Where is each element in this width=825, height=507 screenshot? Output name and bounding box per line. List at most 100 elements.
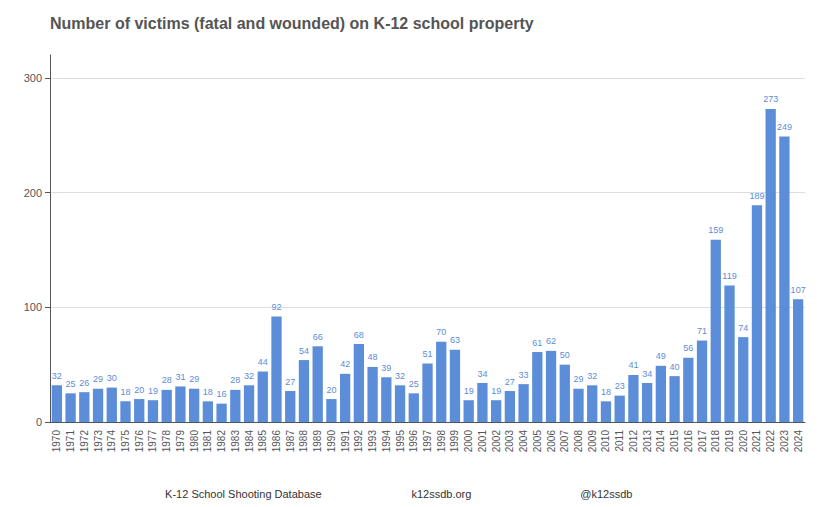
svg-text:61: 61 [532, 338, 542, 348]
svg-text:159: 159 [708, 225, 723, 235]
svg-text:2006: 2006 [546, 430, 557, 453]
svg-text:K-12 School Shooting Database: K-12 School Shooting Database [165, 488, 322, 500]
svg-text:19: 19 [148, 386, 158, 396]
svg-text:49: 49 [656, 351, 666, 361]
svg-text:2013: 2013 [642, 430, 653, 453]
svg-text:42: 42 [340, 359, 350, 369]
svg-text:34: 34 [642, 369, 652, 379]
svg-text:2010: 2010 [600, 430, 611, 453]
svg-text:1990: 1990 [326, 430, 337, 453]
svg-text:2016: 2016 [683, 430, 694, 453]
svg-text:2002: 2002 [491, 430, 502, 453]
svg-text:1993: 1993 [367, 430, 378, 453]
svg-text:249: 249 [777, 122, 792, 132]
svg-text:50: 50 [560, 350, 570, 360]
svg-text:2001: 2001 [477, 430, 488, 453]
svg-text:2018: 2018 [710, 430, 721, 453]
svg-text:2008: 2008 [573, 430, 584, 453]
svg-text:k12ssdb.org: k12ssdb.org [411, 488, 471, 500]
svg-text:1982: 1982 [216, 430, 227, 453]
svg-text:62: 62 [546, 336, 556, 346]
svg-text:18: 18 [601, 387, 611, 397]
svg-text:2003: 2003 [504, 430, 515, 453]
svg-text:40: 40 [670, 362, 680, 372]
svg-text:@k12ssdb: @k12ssdb [580, 488, 632, 500]
svg-text:19: 19 [464, 386, 474, 396]
svg-text:26: 26 [79, 378, 89, 388]
svg-text:74: 74 [738, 323, 748, 333]
svg-text:41: 41 [628, 360, 638, 370]
svg-text:2023: 2023 [779, 430, 790, 453]
svg-text:1994: 1994 [381, 430, 392, 453]
svg-text:1981: 1981 [202, 430, 213, 453]
svg-text:68: 68 [354, 330, 364, 340]
svg-text:1989: 1989 [312, 430, 323, 453]
svg-text:16: 16 [217, 389, 227, 399]
svg-text:119: 119 [722, 271, 736, 281]
svg-text:34: 34 [477, 369, 487, 379]
svg-text:273: 273 [763, 94, 778, 104]
svg-text:66: 66 [313, 332, 323, 342]
svg-text:2024: 2024 [793, 430, 804, 453]
svg-text:18: 18 [120, 387, 130, 397]
svg-text:1985: 1985 [257, 430, 268, 453]
svg-text:1991: 1991 [340, 430, 351, 453]
svg-text:1999: 1999 [449, 430, 460, 453]
svg-text:23: 23 [615, 381, 625, 391]
svg-text:71: 71 [697, 326, 707, 336]
svg-text:30: 30 [107, 373, 117, 383]
svg-text:1974: 1974 [106, 430, 117, 453]
svg-text:1975: 1975 [120, 430, 131, 453]
svg-text:1988: 1988 [298, 430, 309, 453]
svg-text:32: 32 [52, 371, 62, 381]
svg-text:2017: 2017 [697, 430, 708, 453]
svg-text:100: 100 [24, 301, 42, 313]
svg-text:1971: 1971 [65, 430, 76, 453]
svg-text:1997: 1997 [422, 430, 433, 453]
svg-text:51: 51 [422, 349, 432, 359]
svg-text:29: 29 [573, 374, 583, 384]
svg-text:1976: 1976 [134, 430, 145, 453]
svg-text:39: 39 [381, 363, 391, 373]
svg-text:18: 18 [203, 387, 213, 397]
svg-text:2015: 2015 [669, 430, 680, 453]
svg-text:1992: 1992 [353, 430, 364, 453]
svg-text:107: 107 [791, 285, 806, 295]
svg-text:44: 44 [258, 357, 268, 367]
svg-text:31: 31 [175, 372, 185, 382]
svg-text:2000: 2000 [463, 430, 474, 453]
svg-text:92: 92 [271, 302, 281, 312]
svg-text:2021: 2021 [751, 430, 762, 453]
svg-text:1984: 1984 [244, 430, 255, 453]
svg-text:20: 20 [134, 385, 144, 395]
svg-text:32: 32 [395, 371, 405, 381]
svg-text:1972: 1972 [79, 430, 90, 453]
svg-text:300: 300 [24, 72, 42, 84]
svg-text:1986: 1986 [271, 430, 282, 453]
svg-text:1977: 1977 [147, 430, 158, 453]
svg-text:1979: 1979 [175, 430, 186, 453]
svg-text:28: 28 [162, 375, 172, 385]
svg-text:32: 32 [244, 371, 254, 381]
svg-text:32: 32 [587, 371, 597, 381]
svg-text:2005: 2005 [532, 430, 543, 453]
svg-text:1995: 1995 [395, 430, 406, 453]
svg-text:200: 200 [24, 187, 42, 199]
svg-text:2007: 2007 [559, 430, 570, 453]
svg-text:63: 63 [450, 335, 460, 345]
svg-text:2014: 2014 [655, 430, 666, 453]
svg-text:2020: 2020 [738, 430, 749, 453]
svg-text:29: 29 [93, 374, 103, 384]
svg-text:2022: 2022 [765, 430, 776, 453]
svg-text:189: 189 [749, 191, 764, 201]
svg-text:Number of victims (fatal and w: Number of victims (fatal and wounded) on… [50, 15, 534, 32]
svg-text:1983: 1983 [230, 430, 241, 453]
svg-text:1973: 1973 [93, 430, 104, 453]
svg-text:1996: 1996 [408, 430, 419, 453]
svg-text:0: 0 [36, 416, 42, 428]
svg-text:29: 29 [189, 374, 199, 384]
svg-text:20: 20 [326, 385, 336, 395]
svg-text:25: 25 [66, 379, 76, 389]
svg-text:2011: 2011 [614, 430, 625, 452]
svg-text:1978: 1978 [161, 430, 172, 453]
